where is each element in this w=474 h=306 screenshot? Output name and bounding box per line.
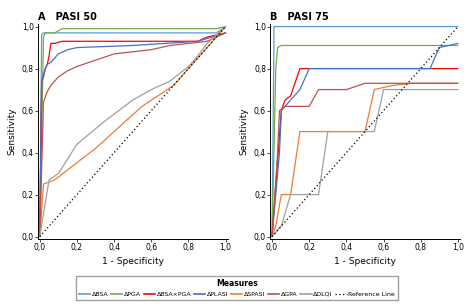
X-axis label: 1 - Specificity: 1 - Specificity [334,257,396,267]
Y-axis label: Sensitivity: Sensitivity [239,108,248,155]
Text: A   PASI 50: A PASI 50 [38,12,97,22]
Text: B   PASI 75: B PASI 75 [270,12,329,22]
X-axis label: 1 - Specificity: 1 - Specificity [102,257,164,267]
Y-axis label: Sensitivity: Sensitivity [7,108,16,155]
Legend: ΔBSA, ΔPGA, ΔBSA×PGA, ΔPLASI, ΔSPASI, ΔGPA, ΔDLQI, Reference Line: ΔBSA, ΔPGA, ΔBSA×PGA, ΔPLASI, ΔSPASI, ΔG… [76,276,398,300]
